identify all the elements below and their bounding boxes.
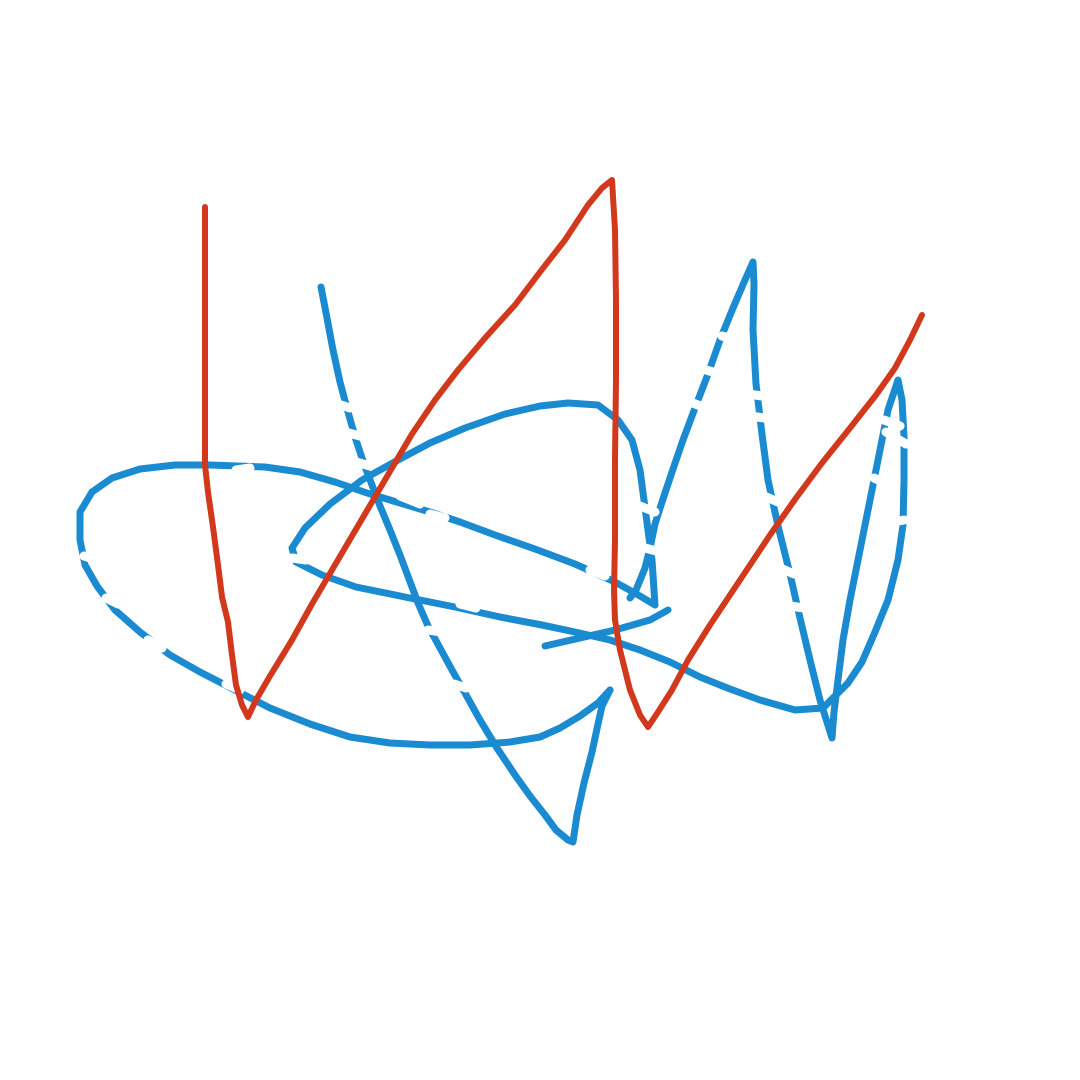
blue-crossing-gap xyxy=(449,679,471,693)
blue-crossing-gap xyxy=(640,543,665,557)
blue-crossing-gap xyxy=(351,457,375,471)
blue-crossing-gap xyxy=(775,563,799,579)
blue-crossing-gap xyxy=(585,565,610,581)
blue-crossing-gap xyxy=(759,491,783,507)
blue-crossing-gap xyxy=(455,599,481,613)
blue-crossing-gap xyxy=(143,635,167,653)
blue-crossing-gap xyxy=(869,473,893,489)
blue-crossing-gap xyxy=(879,515,909,529)
blue-crossing-gap xyxy=(745,411,769,423)
blue-crossing-gap xyxy=(785,601,809,613)
blue-crossing-gap xyxy=(231,463,255,475)
blue-crossing-gap xyxy=(423,625,447,637)
blue-crossing-gap xyxy=(593,657,617,671)
blue-crossing-gap xyxy=(635,501,660,517)
blue-stroke-big-loop xyxy=(76,461,659,749)
blue-stroke-left-spike xyxy=(317,283,614,846)
blue-crossing-gap xyxy=(340,427,365,441)
blue-crossing-gap xyxy=(701,365,725,379)
red-stroke xyxy=(202,177,925,730)
blue-crossing-gap xyxy=(333,399,355,413)
blue-crossing-gap xyxy=(743,389,767,401)
blue-stroke-right-spikes xyxy=(626,258,908,742)
blue-crossing-gap xyxy=(685,397,711,413)
blue-crossing-gap xyxy=(879,415,905,431)
blue-stroke-inner-loop xyxy=(288,399,827,714)
blue-crossing-gap xyxy=(581,641,605,655)
blue-crossing-gap xyxy=(395,491,425,509)
blue-crossing-gap xyxy=(881,427,911,449)
blue-crossing-gap xyxy=(425,509,450,523)
blue-scribble xyxy=(76,258,911,846)
blue-crossing-gap xyxy=(287,553,311,565)
blue-crossing-gap xyxy=(717,331,741,345)
blue-crossing-gap xyxy=(79,551,101,565)
blue-crossing-gap xyxy=(101,593,123,609)
blue-crossing-gap xyxy=(495,621,517,633)
red-scribble xyxy=(202,177,925,730)
